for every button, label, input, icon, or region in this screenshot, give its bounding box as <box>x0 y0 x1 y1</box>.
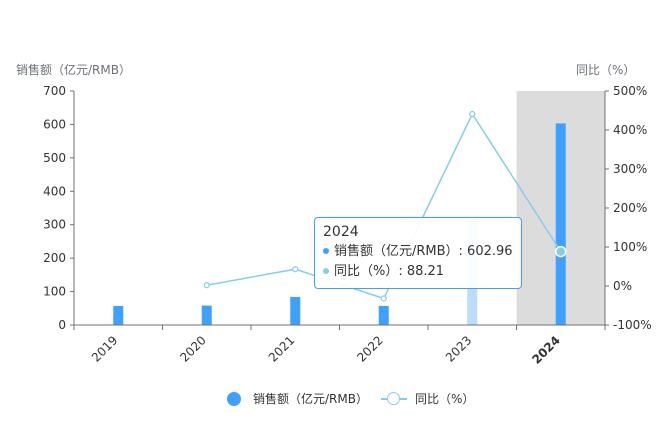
x-tick-label-2020: 2020 <box>177 333 208 364</box>
tooltip-title: 2024 <box>323 224 359 240</box>
x-tick-label-2019: 2019 <box>89 333 120 364</box>
y-right-tick-label: -100% <box>613 318 652 332</box>
x-tick-label-2023: 2023 <box>443 333 474 364</box>
y-left-tick-label: 200 <box>43 251 66 265</box>
tooltip-sales-dot-icon <box>323 247 329 254</box>
y-left-tick-label: 700 <box>43 84 66 98</box>
tooltip: 2024 销售额（亿元/RMB）: 602.96 同比（%）: 88.21 <box>314 217 522 289</box>
bar-2020 <box>201 305 212 325</box>
yoy-point-2024 <box>555 245 567 258</box>
tooltip-row-yoy: 同比（%）: 88.21 <box>323 262 513 282</box>
yoy-point-2020 <box>203 282 210 289</box>
y-right-tick-label: 100% <box>613 240 647 254</box>
legend-bar-swatch-icon <box>227 391 241 406</box>
legend-item-sales[interactable]: 销售额（亿元/RMB） <box>227 390 368 407</box>
x-tick-label-2022: 2022 <box>354 333 385 364</box>
y-axis-left-title: 销售额（亿元/RMB） <box>16 62 131 77</box>
bar-2024 <box>555 123 566 325</box>
bar-2019 <box>113 305 124 325</box>
y-right-tick-label: 400% <box>613 123 647 137</box>
legend: 销售额（亿元/RMB） 同比（%） <box>0 390 668 408</box>
legend-yoy-label: 同比（%） <box>415 392 475 406</box>
tooltip-yoy-dot-icon <box>323 267 329 274</box>
tooltip-sales-text: 销售额（亿元/RMB）: 602.96 <box>334 244 513 259</box>
bar-2021 <box>290 296 301 325</box>
y-right-tick-label: 0% <box>613 279 632 293</box>
x-tick-label-2024: 2024 <box>529 333 563 367</box>
x-tick-label-2021: 2021 <box>266 333 297 364</box>
yoy-point-2022 <box>380 295 387 302</box>
y-left-tick-label: 100 <box>43 285 66 299</box>
line-series-layer <box>203 110 567 302</box>
tooltip-yoy-text: 同比（%）: 88.21 <box>334 264 445 279</box>
bar-2022 <box>378 305 389 325</box>
y-right-tick-label: 500% <box>613 84 647 98</box>
y-left-tick-label: 400 <box>43 184 66 198</box>
legend-sales-label: 销售额（亿元/RMB） <box>253 392 368 406</box>
yoy-point-2021 <box>292 266 299 273</box>
yoy-point-2023 <box>469 110 476 118</box>
y-right-tick-label: 200% <box>613 201 647 215</box>
y-left-tick-label: 0 <box>58 318 66 332</box>
tooltip-row-sales: 销售额（亿元/RMB）: 602.96 <box>323 242 513 262</box>
y-axis-right-title: 同比（%） <box>576 63 635 77</box>
y-left-tick-label: 600 <box>43 117 66 131</box>
legend-item-yoy[interactable]: 同比（%） <box>381 390 474 407</box>
legend-line-swatch-icon <box>381 391 407 406</box>
y-left-tick-label: 500 <box>43 151 66 165</box>
y-right-tick-label: 300% <box>613 162 647 176</box>
y-left-tick-label: 300 <box>43 218 66 232</box>
